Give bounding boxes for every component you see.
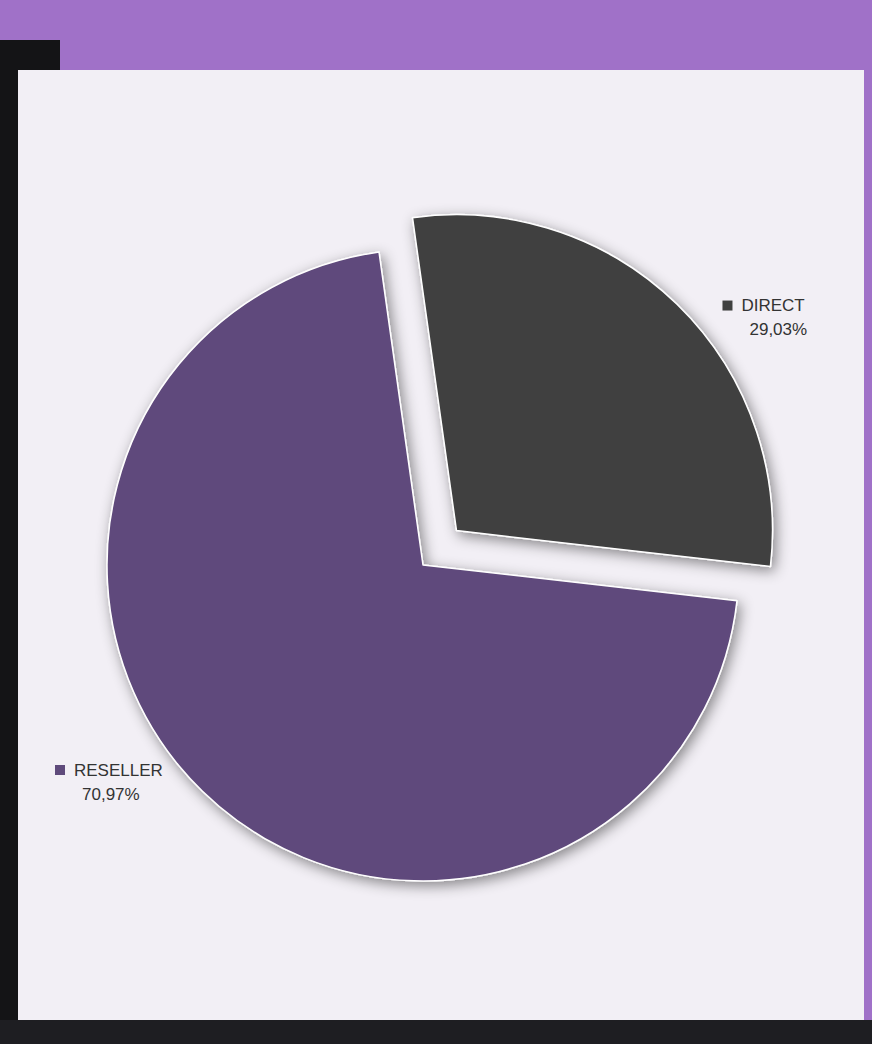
svg-text:RESELLER: RESELLER <box>74 761 163 780</box>
svg-text:29,03%: 29,03% <box>749 320 807 339</box>
svg-text:70,97%: 70,97% <box>82 785 140 804</box>
svg-text:DIRECT: DIRECT <box>741 296 804 315</box>
